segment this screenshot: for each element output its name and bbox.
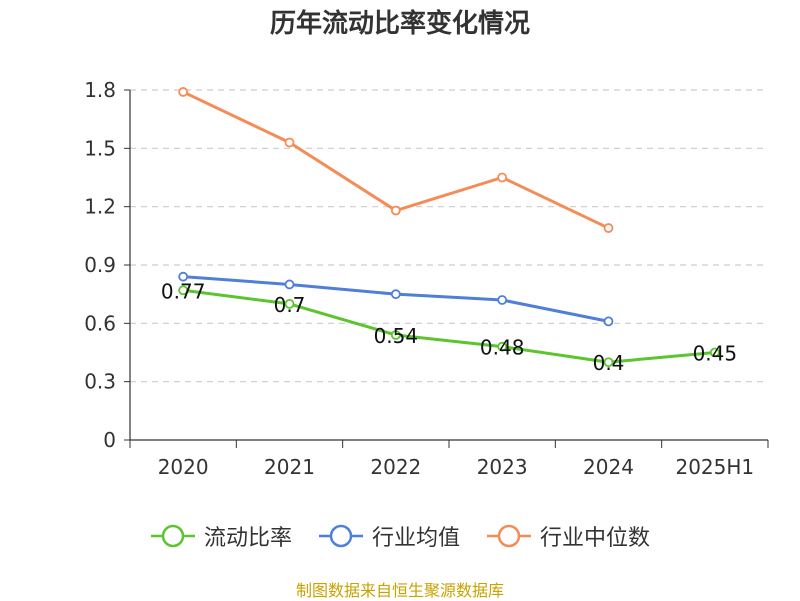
data-point (390, 330, 401, 340)
legend-label: 流动比率 (203, 526, 292, 551)
data-point (178, 87, 189, 97)
data-label: 0.48 (480, 336, 525, 360)
data-label: 0.45 (693, 342, 738, 366)
y-tick-label: 0.9 (84, 253, 116, 277)
y-tick-label: 0.3 (84, 370, 116, 394)
legend: 流动比率 行业均值 行业中位数 (0, 520, 800, 552)
data-point (709, 347, 720, 358)
source-note: 制图数据来自恒生聚源数据库 (295, 581, 504, 600)
y-tick-label: 0 (103, 428, 116, 452)
data-point (390, 205, 401, 216)
legend-label: 行业中位数 (540, 526, 651, 551)
data-point (178, 285, 189, 296)
y-tick-label: 1.5 (84, 136, 116, 160)
data-label: 0.54 (374, 324, 419, 348)
legend-swatch (150, 524, 195, 548)
legend-item[interactable]: 行业均值 (318, 520, 460, 552)
data-point (603, 223, 614, 233)
data-point (178, 271, 189, 282)
legend-swatch (318, 524, 363, 548)
data-point (497, 172, 508, 183)
y-tick-label: 1.8 (84, 78, 116, 102)
legend-swatch (487, 524, 531, 548)
y-tick-label: 0.6 (84, 311, 116, 335)
data-label: 0.4 (593, 351, 625, 375)
data-point (603, 357, 614, 368)
legend-label: 行业均值 (371, 526, 460, 551)
x-tick-label: 2024 (583, 455, 634, 479)
data-point (603, 316, 614, 327)
data-label: 0.77 (161, 279, 206, 303)
x-tick-label: 2023 (477, 455, 528, 479)
legend-item[interactable]: 行业中位数 (486, 520, 650, 552)
data-point (497, 341, 508, 352)
legend-marker (161, 524, 185, 548)
data-point (284, 298, 295, 309)
x-tick-label: 2020 (158, 455, 209, 479)
legend-marker (329, 524, 353, 548)
chart-title: 历年流动比率变化情况 (269, 9, 530, 39)
data-point (390, 289, 401, 300)
legend-marker (497, 524, 521, 548)
series-line-0 (182, 288, 715, 364)
data-point (284, 279, 295, 290)
x-tick-label: 2025H1 (675, 455, 754, 479)
y-tick-label: 1.2 (84, 195, 116, 219)
x-tick-label: 2022 (370, 455, 421, 479)
data-point (284, 137, 295, 148)
data-point (497, 295, 508, 305)
x-tick-label: 2021 (264, 455, 315, 479)
data-label: 0.7 (274, 293, 306, 317)
legend-item[interactable]: 流动比率 (150, 520, 292, 552)
